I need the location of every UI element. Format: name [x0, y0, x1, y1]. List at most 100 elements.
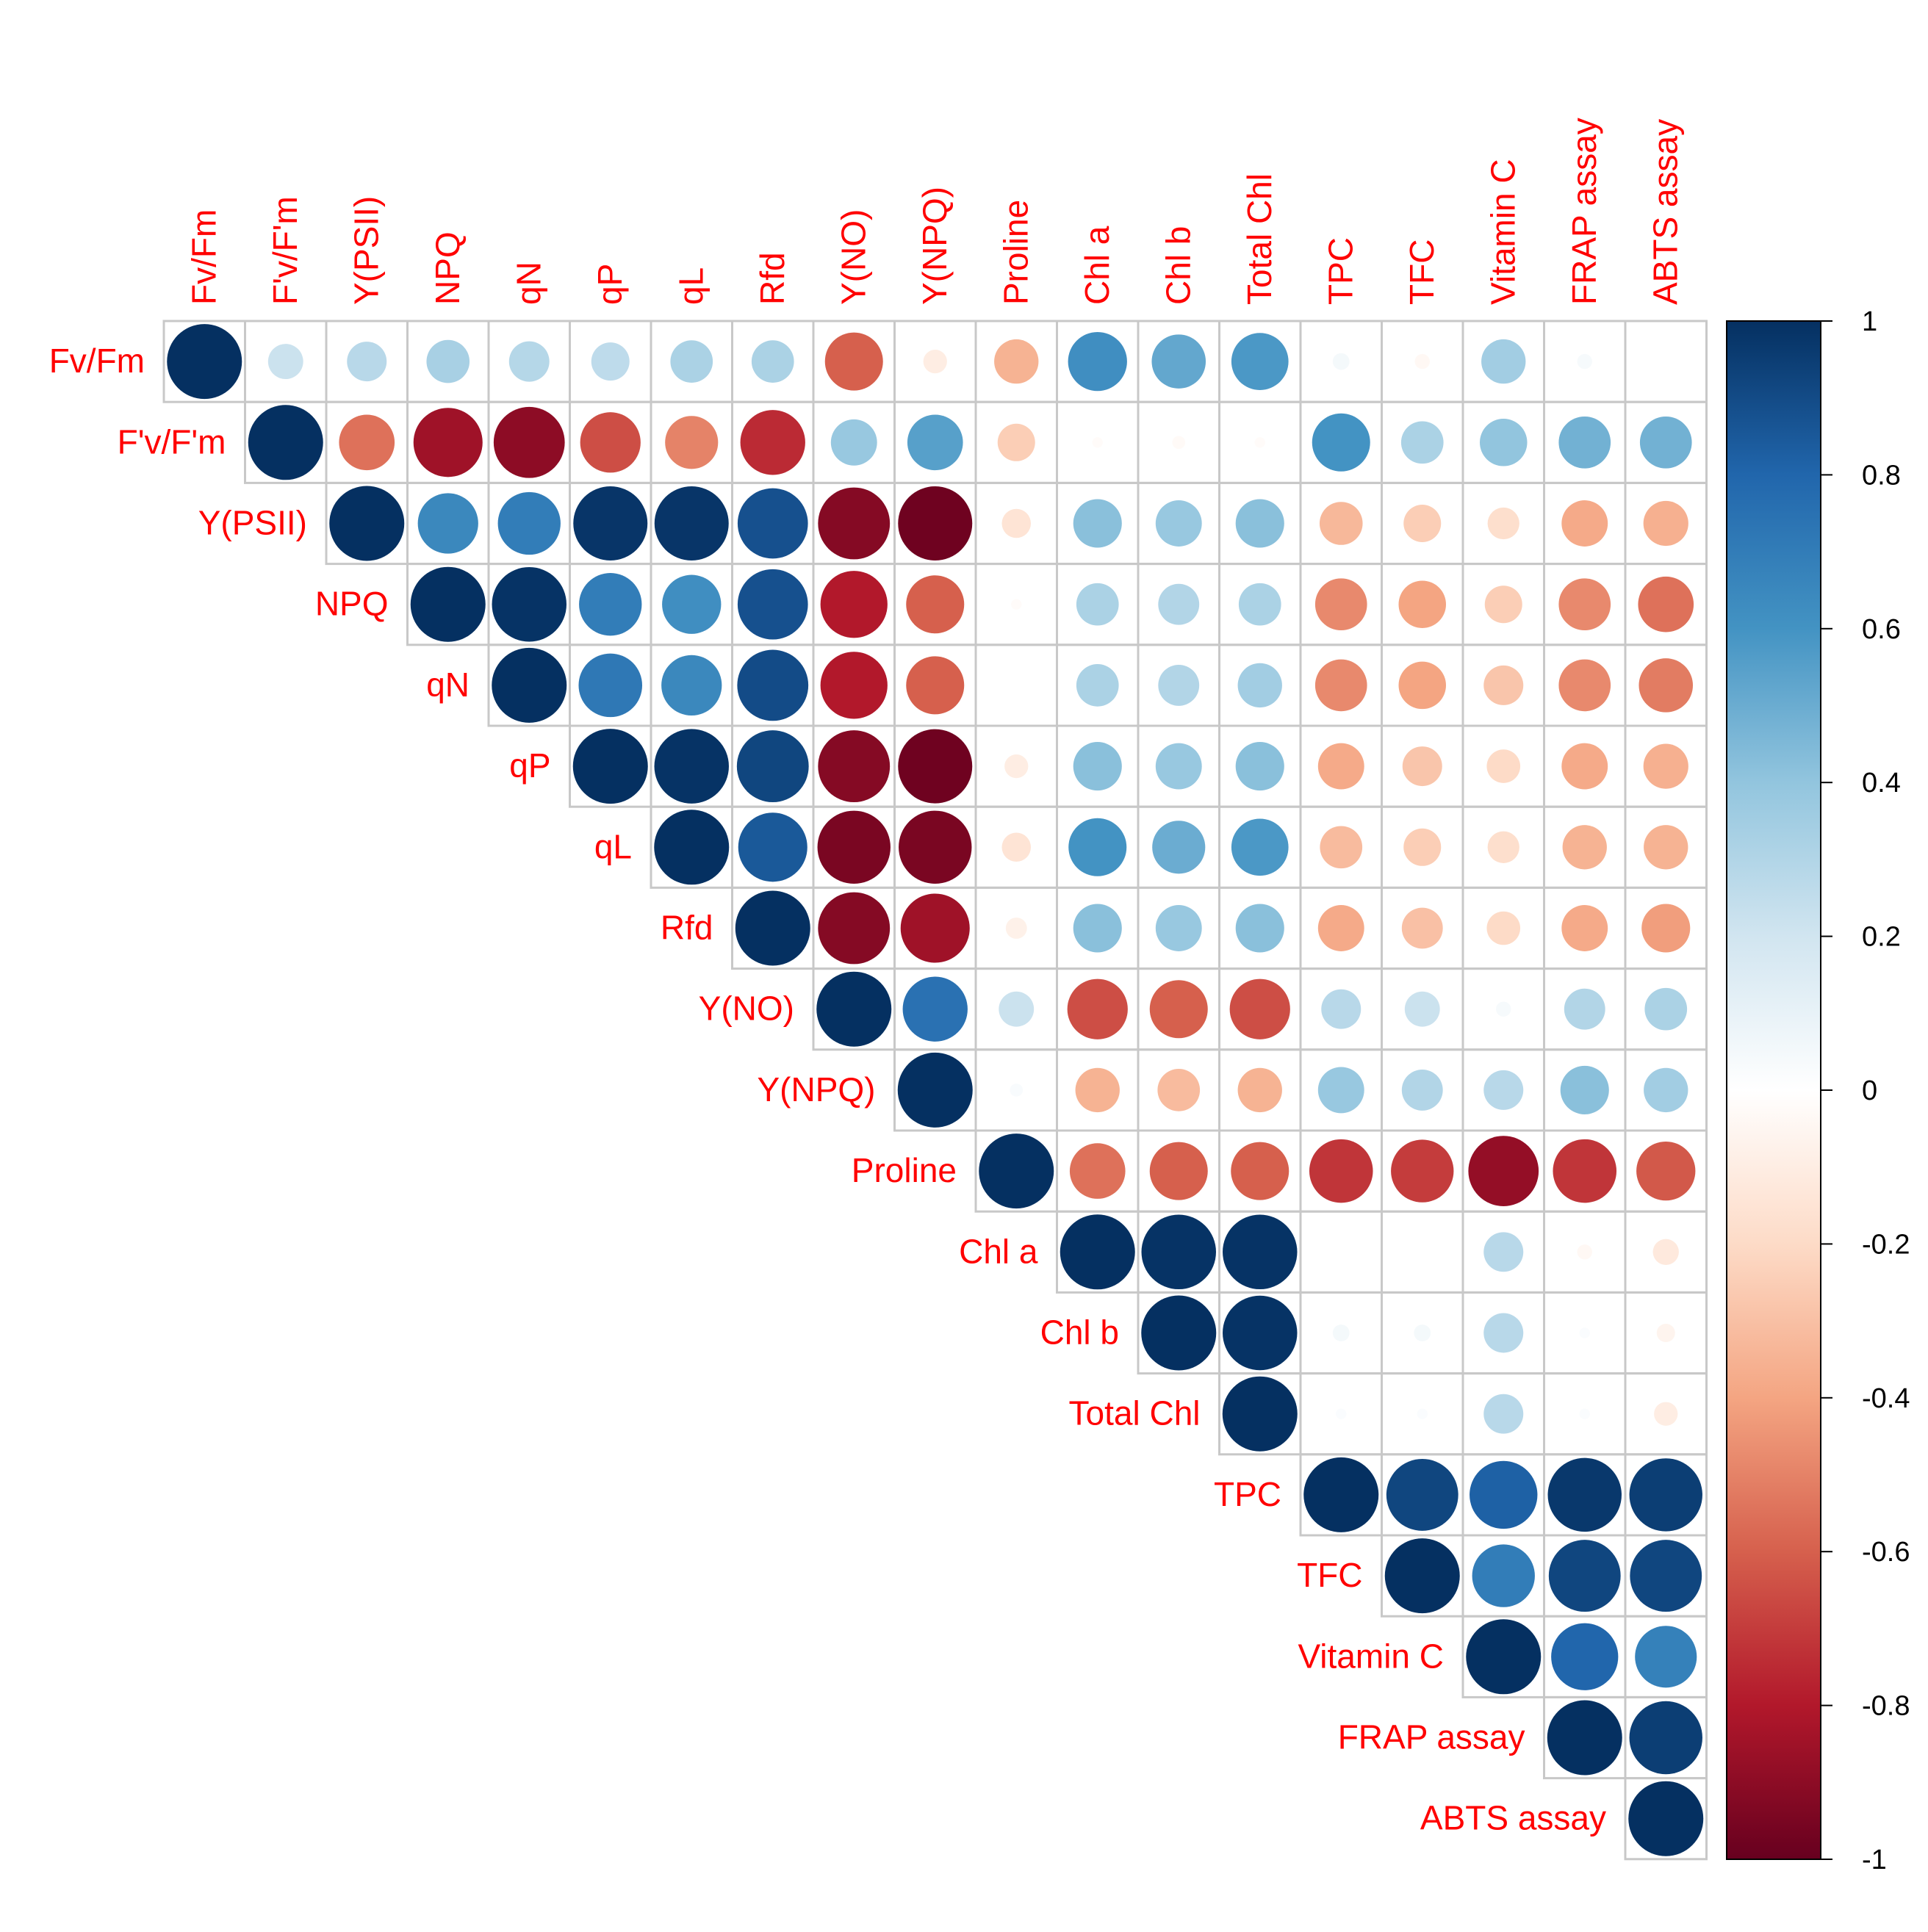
col-label: TPC [1321, 237, 1359, 305]
corr-circle-4-4 [492, 647, 567, 723]
corr-circle-6-15 [1403, 828, 1442, 866]
col-label: Chl b [1159, 226, 1197, 305]
corr-circle-14-17 [1547, 1457, 1622, 1532]
corr-circle-8-14 [1321, 989, 1362, 1029]
corr-circle-16-16 [1466, 1619, 1542, 1695]
corr-circle-0-10 [994, 339, 1039, 384]
corr-circle-2-18 [1643, 500, 1688, 547]
corr-circle-18-18 [1628, 1781, 1704, 1856]
row-label: TFC [1297, 1556, 1362, 1594]
corr-circle-3-4 [492, 566, 566, 642]
corr-circle-2-6 [654, 486, 729, 561]
col-label: F'v/F'm [266, 196, 304, 305]
corr-circle-12-14 [1332, 1324, 1350, 1341]
corr-circle-0-13 [1231, 333, 1289, 390]
corr-circle-14-16 [1470, 1460, 1538, 1529]
corr-circle-4-5 [578, 653, 643, 718]
corr-circle-4-15 [1398, 661, 1447, 710]
corr-circle-5-11 [1073, 742, 1122, 791]
corr-circle-2-2 [329, 486, 405, 561]
corr-circle-17-18 [1629, 1701, 1702, 1775]
corr-circle-8-12 [1149, 980, 1208, 1039]
corr-circle-1-18 [1639, 416, 1692, 469]
row-label: Y(NO) [699, 990, 794, 1028]
corr-circle-4-12 [1158, 664, 1200, 706]
corr-circle-8-15 [1404, 991, 1440, 1027]
corr-circle-1-3 [413, 408, 483, 477]
corr-circle-9-17 [1560, 1065, 1609, 1114]
row-label: F'v/F'm [118, 422, 226, 461]
corr-circle-2-7 [737, 488, 808, 559]
corr-circle-12-12 [1141, 1295, 1217, 1371]
corr-circle-7-14 [1317, 905, 1364, 951]
grid-cell [1624, 320, 1708, 403]
colorbar-tick-label: 0.6 [1862, 614, 1901, 645]
corr-circle-4-6 [661, 655, 722, 716]
corr-circle-8-18 [1644, 987, 1688, 1031]
corr-circle-17-17 [1547, 1700, 1622, 1776]
corr-circle-5-10 [1004, 754, 1029, 779]
colorbar-tick-label: 0.2 [1862, 922, 1901, 953]
corr-circle-2-4 [497, 491, 561, 555]
corr-circle-3-16 [1484, 585, 1522, 624]
col-label: NPQ [428, 231, 467, 305]
corr-circle-2-17 [1561, 500, 1608, 547]
row-label: qP [509, 746, 550, 785]
corr-circle-8-11 [1067, 978, 1128, 1039]
corr-circle-4-7 [737, 649, 809, 721]
corr-circle-16-17 [1551, 1623, 1619, 1690]
corr-circle-9-10 [1010, 1084, 1024, 1097]
corr-circle-0-3 [426, 339, 470, 383]
col-label: Fv/Fm [184, 209, 223, 305]
corr-circle-9-9 [897, 1052, 973, 1128]
corr-circle-2-15 [1403, 505, 1442, 542]
corr-circle-0-6 [670, 340, 713, 383]
corr-circle-16-18 [1635, 1626, 1697, 1688]
corr-circle-3-13 [1238, 583, 1281, 626]
corr-circle-2-11 [1073, 499, 1122, 548]
colorbar-tick-label: 0.4 [1862, 768, 1901, 799]
corr-circle-14-14 [1303, 1457, 1379, 1532]
corr-circle-10-13 [1231, 1142, 1289, 1200]
corr-circle-3-5 [579, 573, 642, 636]
corr-circle-9-16 [1483, 1070, 1524, 1110]
corr-circle-10-10 [979, 1133, 1054, 1209]
corr-circle-10-17 [1553, 1139, 1617, 1203]
corr-circle-0-5 [591, 342, 630, 381]
corr-circle-0-15 [1414, 353, 1430, 370]
row-label: Chl a [959, 1232, 1038, 1270]
corr-circle-4-9 [906, 656, 965, 715]
corr-circle-10-11 [1069, 1143, 1126, 1199]
colorbar-tick-label: 0 [1862, 1075, 1877, 1106]
corr-circle-10-14 [1309, 1139, 1373, 1203]
corr-circle-6-17 [1562, 825, 1607, 870]
corr-circle-5-9 [898, 729, 973, 804]
corr-circle-9-11 [1075, 1067, 1120, 1113]
corr-circle-2-13 [1235, 499, 1284, 548]
corr-circle-6-18 [1644, 825, 1688, 870]
corr-circle-7-15 [1401, 907, 1443, 949]
row-label: Fv/Fm [49, 342, 145, 380]
corr-circle-4-17 [1558, 659, 1611, 712]
colorbar-tick-label: -0.2 [1862, 1229, 1910, 1260]
corr-circle-6-9 [899, 810, 972, 884]
corr-circle-1-16 [1479, 419, 1528, 466]
corr-circle-7-7 [735, 890, 810, 966]
corr-circle-3-12 [1158, 583, 1200, 625]
colorbar [1726, 320, 1821, 1860]
corr-circle-7-16 [1486, 911, 1521, 945]
corr-circle-12-17 [1579, 1327, 1590, 1338]
col-label: Chl a [1078, 226, 1116, 305]
row-label: Y(PSII) [198, 504, 307, 542]
corr-circle-9-13 [1237, 1067, 1282, 1113]
col-label: qP [591, 264, 629, 305]
corr-circle-12-18 [1656, 1324, 1675, 1342]
corr-circle-12-16 [1483, 1313, 1524, 1353]
corr-circle-0-12 [1151, 334, 1206, 389]
colorbar-tick-label: 0.8 [1862, 460, 1901, 491]
colorbar-tick-label: -0.4 [1862, 1383, 1910, 1414]
corr-circle-6-6 [654, 810, 730, 885]
corr-circle-10-15 [1391, 1139, 1454, 1203]
corr-circle-7-9 [900, 893, 970, 963]
correlation-circles [167, 324, 1704, 1856]
